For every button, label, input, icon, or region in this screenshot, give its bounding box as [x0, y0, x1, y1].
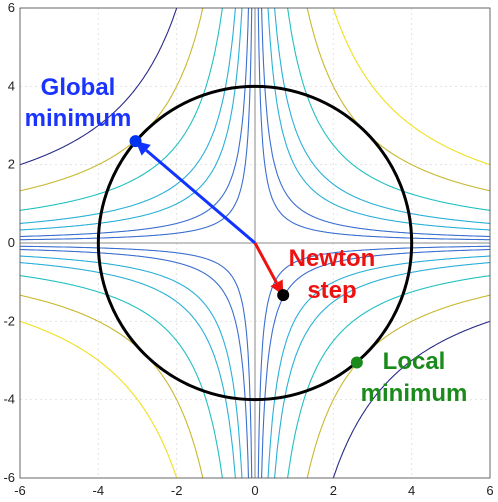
- y-tick-label: 6: [8, 0, 15, 15]
- contour-line: [20, 262, 236, 478]
- contour-line: [20, 8, 253, 241]
- marked-points: [129, 135, 363, 369]
- contour-line: [287, 8, 490, 211]
- contour-line: [287, 275, 490, 478]
- contour-line: [306, 294, 490, 478]
- contour-line: [20, 8, 249, 238]
- x-tick-label: 0: [251, 483, 258, 498]
- global-minimum-label-line1: Global: [41, 74, 116, 101]
- local-minimum-label-line2: minimum: [361, 380, 468, 407]
- contour-line: [20, 245, 253, 478]
- global-minimum-label-line2: minimum: [25, 105, 132, 132]
- contour-line: [306, 8, 490, 192]
- trust-region-circle: [96, 84, 414, 402]
- local-minimum-point: [350, 356, 363, 369]
- contour-line: [261, 248, 490, 478]
- contour-line: [20, 320, 178, 478]
- newton-step-label-line2: step: [307, 277, 356, 304]
- contour-line: [20, 8, 243, 231]
- x-tick-label: -4: [93, 483, 105, 498]
- tick-labels: -6 -4 -2 0 2 4 6 -6 -4 -2 0 2 4 6: [3, 0, 493, 498]
- contour-line: [20, 248, 249, 478]
- arrow-shaft-1: [145, 149, 256, 245]
- contour-line: [274, 8, 490, 224]
- newton-step-label-line1: Newton: [289, 245, 376, 272]
- global-minimum-point: [129, 135, 142, 148]
- local-minimum-label-line1: Local: [383, 348, 446, 375]
- contour-line: [20, 275, 223, 478]
- contour-line: [261, 8, 490, 238]
- y-tick-label: 4: [8, 78, 15, 93]
- contour-line: [20, 8, 204, 192]
- contour-line: [267, 8, 490, 231]
- contour-line: [257, 8, 490, 241]
- newton-step-point: [277, 289, 290, 302]
- contour-line: [20, 8, 236, 224]
- contour-line: [20, 8, 178, 166]
- x-tick-label: 2: [330, 483, 337, 498]
- contour-line: [257, 245, 490, 478]
- x-tick-label: -6: [14, 483, 26, 498]
- y-tick-label: 2: [8, 157, 15, 172]
- x-tick-label: 6: [486, 483, 493, 498]
- x-tick-label: 4: [408, 483, 415, 498]
- contour-line: [332, 320, 490, 478]
- plot-frame: [19, 7, 491, 479]
- y-tick-label: -4: [3, 392, 15, 407]
- trust-region-layer: [96, 84, 414, 402]
- contour-line: [332, 8, 490, 166]
- x-tick-label: -2: [171, 483, 183, 498]
- arrow-shaft-2: [253, 242, 278, 284]
- contour-line: [274, 262, 490, 478]
- y-tick-label: 0: [8, 235, 15, 250]
- contour-line: [20, 255, 243, 478]
- contour-line: [20, 8, 223, 211]
- y-tick-label: -6: [3, 470, 15, 485]
- y-tick-label: -2: [3, 313, 15, 328]
- contour-line: [20, 294, 204, 478]
- contour-line: [267, 255, 490, 478]
